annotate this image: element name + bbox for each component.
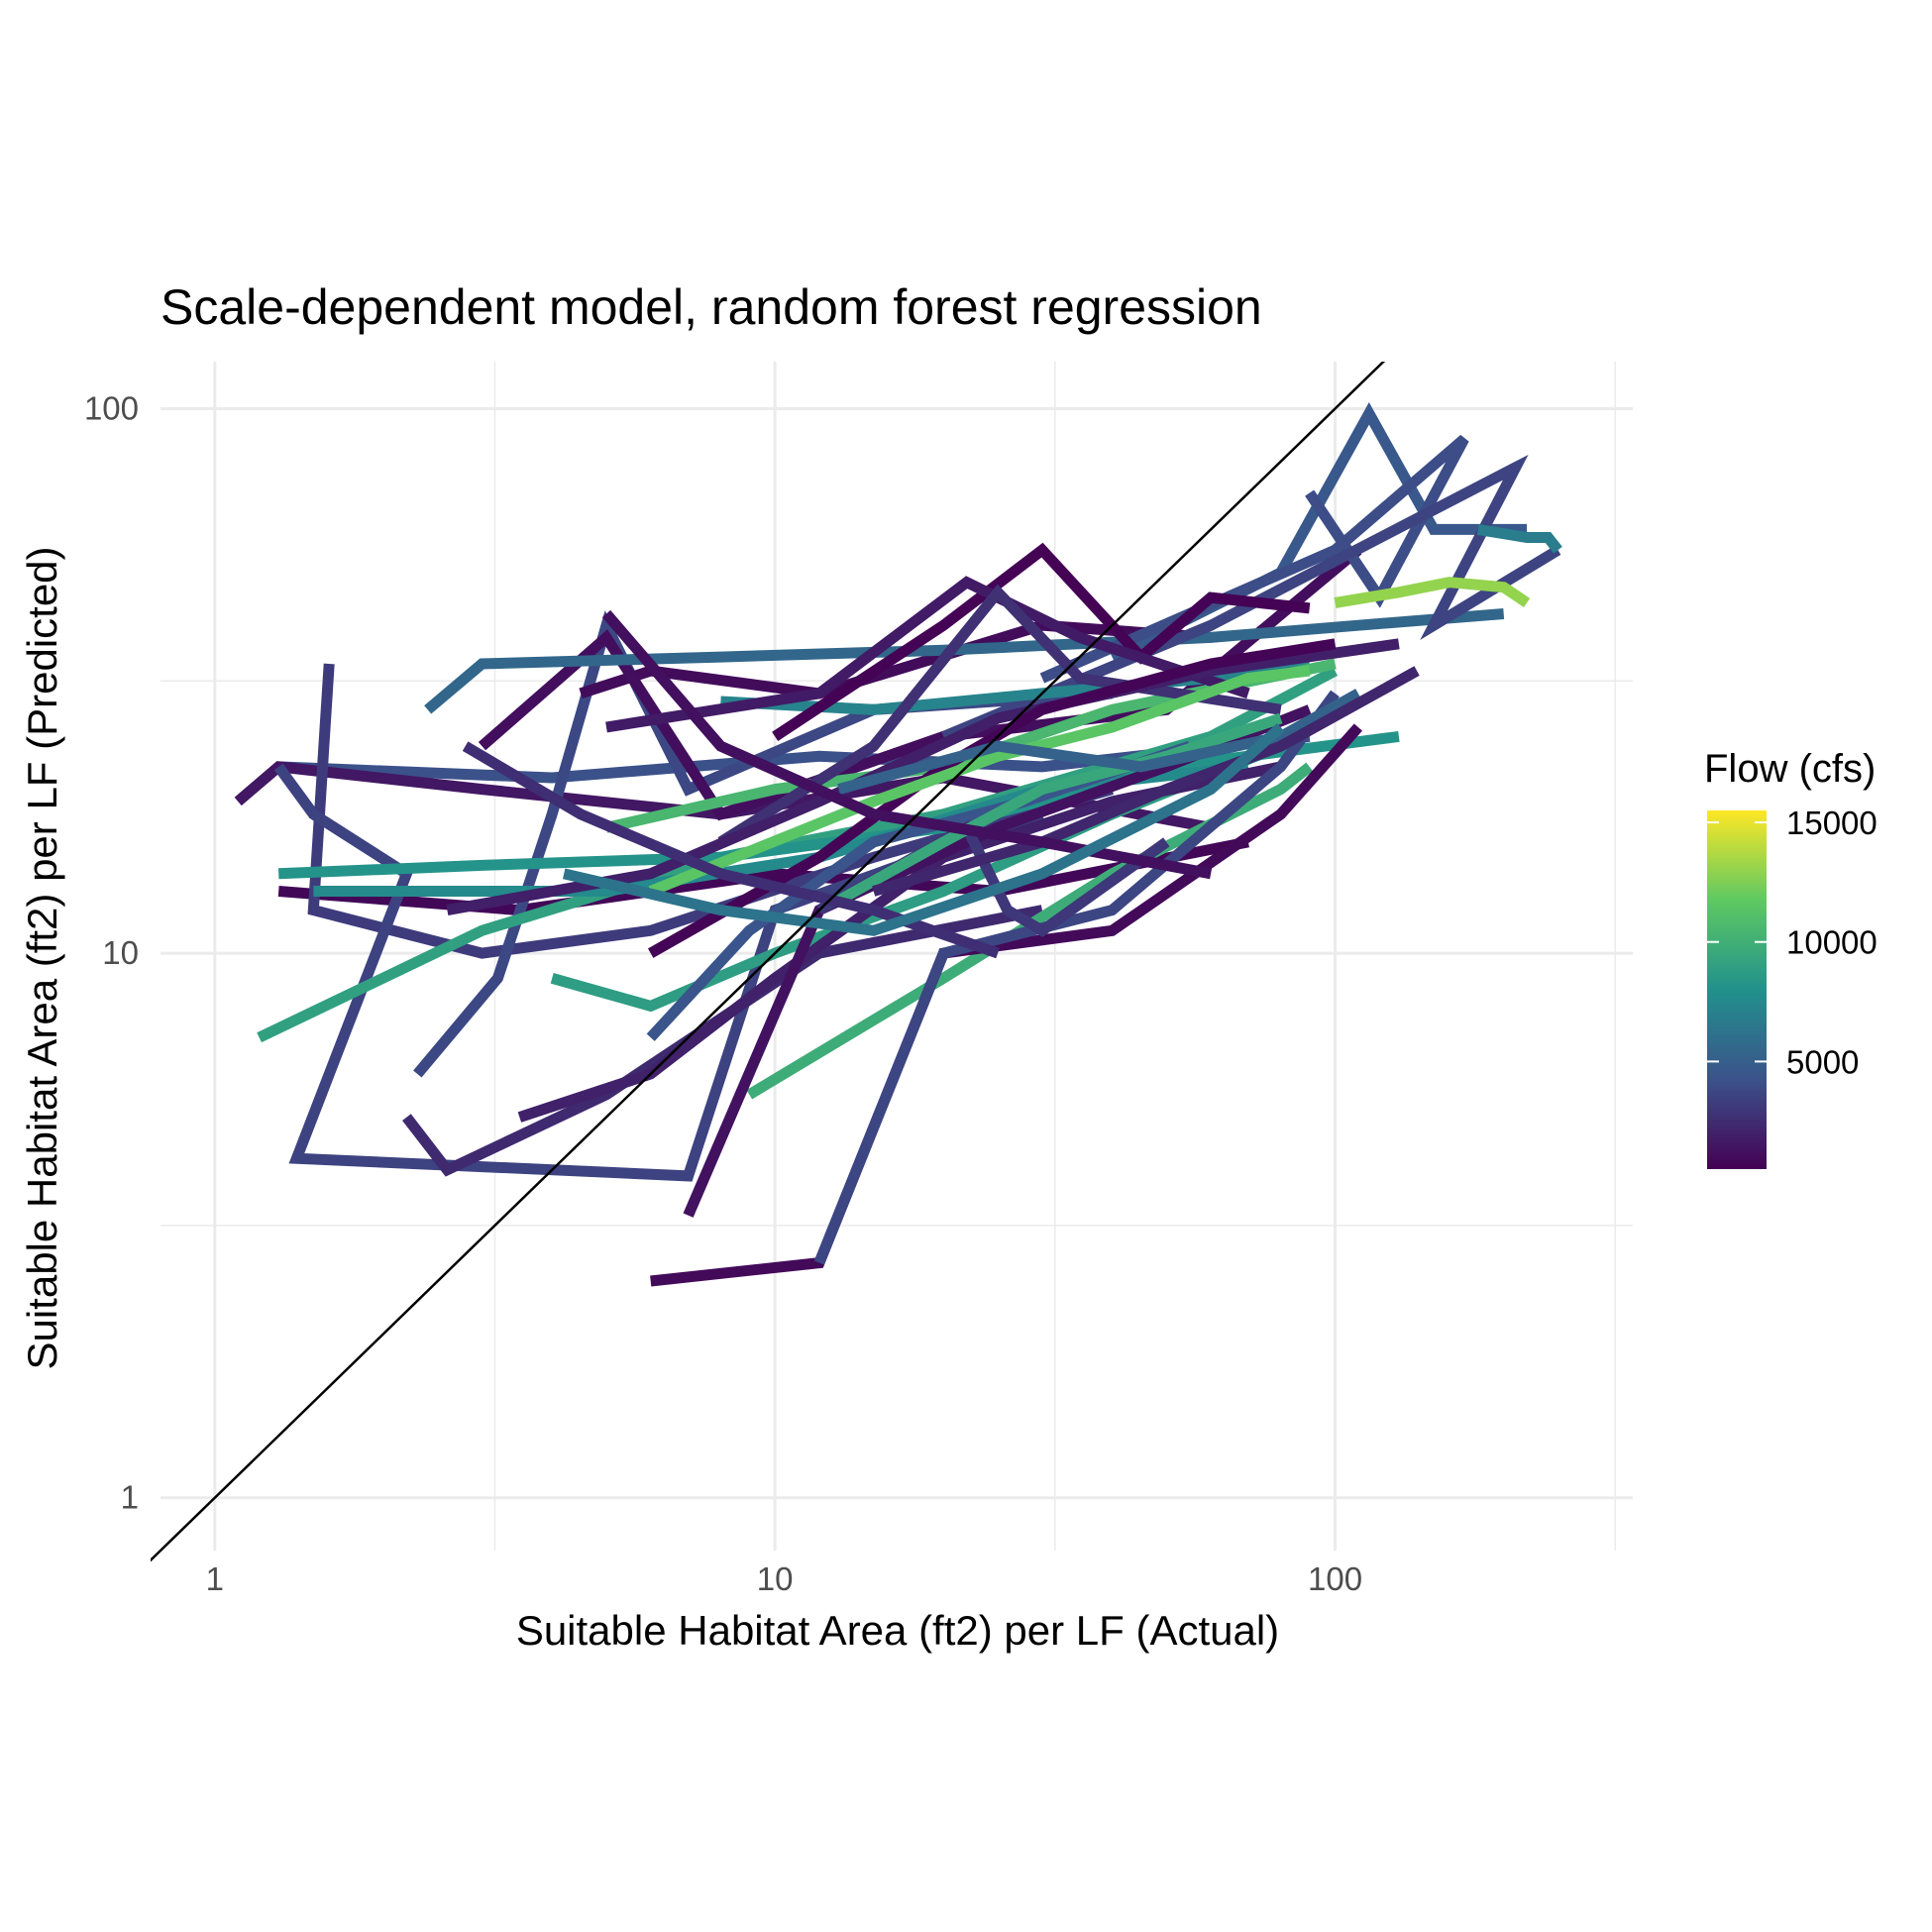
legend-colorbar [1707,810,1767,1169]
y-tick-label: 100 [84,389,139,426]
series-line-13 [941,454,1561,742]
series-line-40 [562,722,1285,936]
series-line-36 [837,689,1361,795]
y-axis-label: Suitable Habitat Area (ft2) per LF (Pred… [19,546,65,1369]
legend-ticks: 5000 10000 15000 [1707,805,1878,1080]
series-line-14 [1476,523,1562,554]
series-line-12 [1039,434,1469,684]
series-line-27 [772,542,1311,741]
series-line-34 [648,665,1311,897]
y-tick-label: 1 [121,1479,139,1516]
legend-tick-label: 10000 [1786,924,1878,961]
legend-title: Flow (cfs) [1704,747,1876,791]
series-line-6 [402,905,1043,1177]
legend-tick-label: 15000 [1786,805,1878,841]
legend: Flow (cfs) 5000 10000 15000 [1704,747,1878,1169]
series-line-33 [647,638,1337,958]
x-tick-label: 100 [1308,1560,1362,1597]
plot-reference [151,362,1386,1562]
series-line-24 [650,723,1363,1287]
series-line-3 [277,836,1249,916]
legend-tick-label: 5000 [1786,1043,1859,1080]
series-line-30 [446,638,1400,916]
series-line-18 [746,762,1314,1100]
series-line-37 [872,666,1420,897]
x-tick-label: 1 [206,1560,224,1597]
series-line-15 [1334,577,1531,608]
x-axis-label: Suitable Habitat Area (ft2) per LF (Actu… [516,1607,1279,1654]
y-tick-label: 10 [102,934,139,971]
series-line-35 [835,712,1283,906]
series-line-10 [424,608,1505,714]
series-line-28 [605,576,1250,733]
axis-ticks: 1 10 100 1 10 100 [84,389,1362,1597]
series-line-38 [601,609,1213,880]
series-line-16 [257,666,1339,1043]
x-tick-label: 10 [757,1560,794,1597]
chart-title: Scale-dependent model, random forest reg… [161,279,1262,335]
plot-series [234,401,1562,1287]
identity-line [151,362,1386,1562]
series-line-39 [462,741,1000,959]
series-line-2 [234,761,1213,833]
